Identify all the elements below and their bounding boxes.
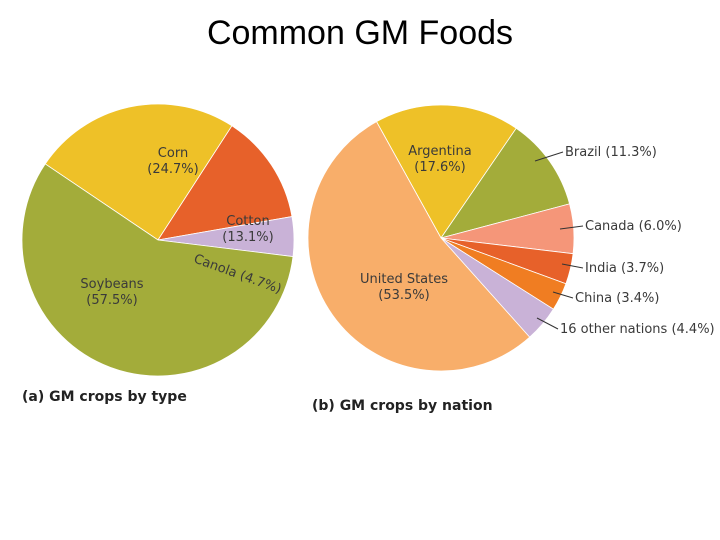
callout-line-india bbox=[561, 263, 584, 269]
label-line1-cotton: Cotton bbox=[226, 214, 269, 229]
label-line1-16-other-nations: 16 other nations (4.4%) bbox=[560, 322, 715, 337]
label-line2-corn: (24.7%) bbox=[147, 162, 198, 177]
label-united-states: United States (53.5%) bbox=[360, 272, 448, 303]
label-line1-soybeans: Soybeans bbox=[80, 277, 143, 292]
callout-line-china bbox=[552, 291, 574, 299]
label-brazil: Brazil (11.3%) bbox=[565, 145, 657, 160]
label-canada: Canada (6.0%) bbox=[585, 219, 682, 234]
label-india: India (3.7%) bbox=[585, 261, 664, 276]
label-cotton: Cotton (13.1%) bbox=[222, 214, 273, 245]
label-line2-soybeans: (57.5%) bbox=[86, 293, 137, 308]
slice-corn bbox=[44, 103, 233, 241]
caption-by-nation: (b) GM crops by nation bbox=[312, 398, 493, 414]
pie-chart-by-type: Corn (24.7%)Cotton (13.1%)Canola (4.7%)Soy… bbox=[21, 103, 295, 377]
callout-line-canada bbox=[559, 225, 584, 230]
slice-argentina bbox=[375, 104, 517, 239]
label-line2-cotton: (13.1%) bbox=[222, 230, 273, 245]
pie-chart-by-nation: Argentina (17.6%) Brazil (11.3%) Canada (6.… bbox=[307, 104, 715, 372]
label-line1-china: China (3.4%) bbox=[575, 291, 659, 306]
slice-united-states bbox=[307, 121, 531, 372]
slice-cotton bbox=[157, 125, 293, 241]
caption-by-type: (a) GM crops by type bbox=[22, 389, 187, 405]
label-line1-united-states: United States bbox=[360, 272, 448, 287]
label-soybeans: Soybeans (57.5%) bbox=[80, 277, 143, 308]
label-line1-corn: Corn bbox=[158, 146, 188, 161]
callout-line-16-other-nations bbox=[536, 317, 559, 330]
slide-title: Common GM Foods bbox=[206, 14, 514, 52]
label-china: China (3.4%) bbox=[575, 291, 659, 306]
label-line1-brazil: Brazil (11.3%) bbox=[565, 145, 657, 160]
label-line2-united-states: (53.5%) bbox=[378, 288, 429, 303]
slice-soybeans bbox=[21, 163, 294, 377]
label-line1-india: India (3.7%) bbox=[585, 261, 664, 276]
label-line1-canada: Canada (6.0%) bbox=[585, 219, 682, 234]
label-corn: Corn (24.7%) bbox=[147, 146, 198, 177]
label-16-other-nations: 16 other nations (4.4%) bbox=[560, 322, 715, 337]
label-line1-argentina: Argentina bbox=[408, 144, 471, 159]
label-argentina: Argentina (17.6%) bbox=[408, 144, 471, 175]
slice-brazil bbox=[440, 127, 571, 239]
callout-line-brazil bbox=[534, 151, 564, 162]
label-line2-argentina: (17.6%) bbox=[414, 160, 465, 175]
